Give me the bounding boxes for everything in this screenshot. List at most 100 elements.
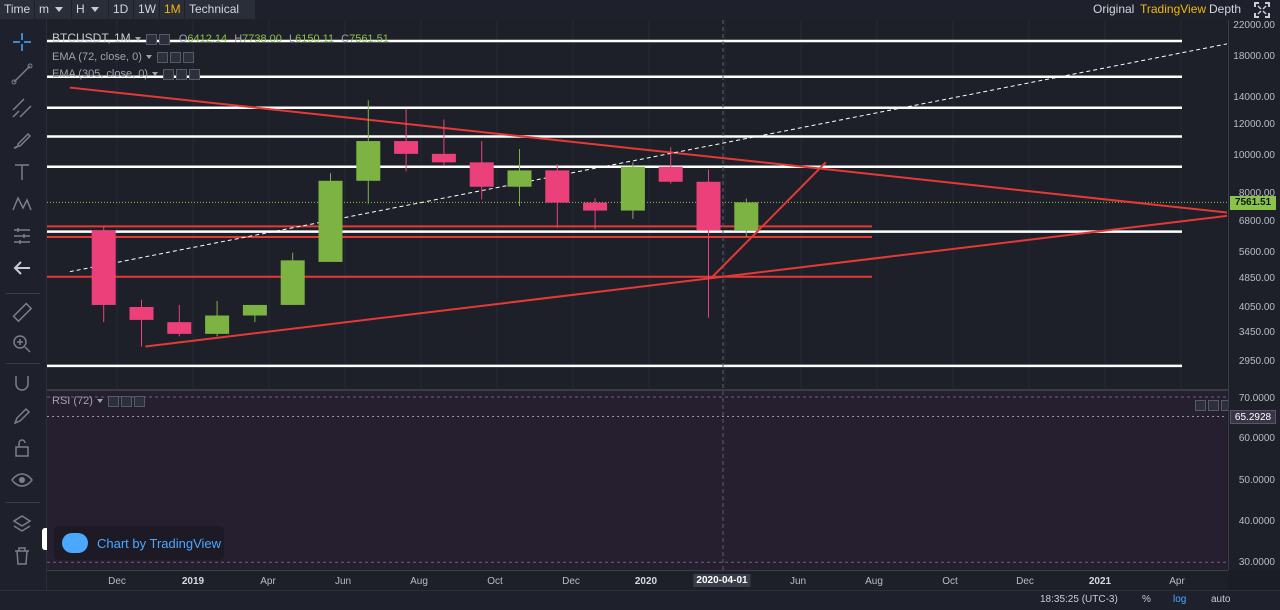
time-axis[interactable]: Dec 2019 Apr Jun Aug Oct Dec 2020 2020-0…	[47, 570, 1228, 591]
price-tick: 4850.00	[1238, 273, 1275, 284]
price-tick: 5600.00	[1238, 247, 1275, 258]
toolbar-divider	[6, 293, 40, 294]
tradingview-logo-icon	[62, 533, 88, 553]
eye-icon[interactable]	[10, 468, 34, 492]
chevron-down-icon[interactable]	[134, 37, 141, 42]
settings-icon[interactable]	[176, 68, 188, 80]
crosshair-time-label: 2020-04-01	[693, 574, 751, 587]
price-chart-svg	[47, 20, 1227, 389]
brush-icon[interactable]	[10, 128, 34, 152]
price-tick: 6800.00	[1238, 216, 1275, 227]
time-tick: Oct	[487, 576, 503, 587]
candle-body	[280, 260, 305, 305]
log-toggle[interactable]: log	[1173, 594, 1187, 605]
price-chart-pane[interactable]	[47, 20, 1227, 389]
close-icon[interactable]	[182, 51, 194, 63]
price-axis[interactable]: 22000.00 18000.00 14000.00 12000.00 1000…	[1228, 20, 1280, 570]
interval-1m[interactable]: 1M	[160, 0, 184, 19]
candle-body	[205, 315, 230, 334]
open-value: 6412.14	[187, 33, 228, 45]
trend-line	[145, 214, 1227, 348]
collapse-icon[interactable]	[1195, 400, 1206, 412]
settings-icon[interactable]	[145, 33, 157, 45]
arrow-left-icon[interactable]	[10, 256, 34, 280]
ema-72-legend[interactable]: EMA (72, close, 0)	[52, 51, 194, 63]
candle-body	[545, 170, 570, 203]
rsi-legend[interactable]: RSI (72)	[52, 395, 146, 407]
trend-line	[69, 86, 1227, 214]
minute-dropdown[interactable]: m	[35, 0, 71, 19]
trash-icon[interactable]	[10, 544, 34, 568]
close-icon[interactable]	[134, 395, 146, 407]
ruler-icon[interactable]	[10, 300, 34, 324]
auto-toggle[interactable]: auto	[1211, 594, 1231, 605]
status-bar: 18:35:25 (UTC-3) % log auto	[0, 590, 1280, 610]
parallel-channel-icon[interactable]	[10, 96, 34, 120]
ema-305-label: EMA (305, close, 0)	[52, 68, 148, 80]
hour-label: H	[76, 2, 85, 16]
price-tick: 14000.00	[1233, 92, 1275, 103]
chevron-down-icon[interactable]	[152, 72, 158, 77]
ema-72-label: EMA (72, close, 0)	[52, 51, 142, 63]
symbol-label[interactable]: BTCUSDT, 1M	[52, 31, 131, 45]
eye-icon[interactable]	[158, 33, 170, 45]
settings-icon[interactable]	[121, 395, 133, 407]
eye-icon[interactable]	[163, 68, 175, 80]
layers-icon[interactable]	[10, 512, 34, 536]
candle-body	[167, 322, 192, 334]
percent-toggle[interactable]: %	[1142, 594, 1151, 605]
candle-body	[431, 153, 456, 163]
close-value: 7561.51	[349, 33, 389, 45]
time-label[interactable]: Time	[0, 0, 34, 19]
settings-icon[interactable]	[169, 51, 181, 63]
current-price-badge: 7561.51	[1230, 196, 1276, 210]
candle-body	[620, 166, 645, 211]
rsi-tick: 50.0000	[1238, 475, 1275, 486]
candle-body	[658, 166, 683, 182]
technical-indicators-button[interactable]: Technical Ind	[185, 0, 255, 35]
move-up-icon[interactable]	[1208, 400, 1219, 412]
candle-body	[734, 202, 759, 230]
rsi-chart-svg	[47, 391, 1227, 570]
hour-dropdown[interactable]: H	[72, 0, 108, 19]
view-tradingview[interactable]: TradingView	[1140, 2, 1207, 16]
candle-body	[242, 304, 267, 316]
tradingview-watermark[interactable]: Chart by TradingView	[54, 526, 224, 560]
candle-body	[129, 307, 154, 320]
clock-label[interactable]: 18:35:25 (UTC-3)	[1040, 594, 1118, 605]
candle-body	[356, 141, 381, 181]
current-rsi-badge: 65.2928	[1230, 410, 1276, 424]
fullscreen-icon[interactable]	[1254, 2, 1270, 18]
chevron-down-icon[interactable]	[145, 55, 152, 60]
zoom-in-icon[interactable]	[10, 332, 34, 356]
time-tick: Apr	[1169, 576, 1185, 587]
rsi-pane[interactable]	[47, 391, 1227, 570]
eye-icon[interactable]	[156, 51, 168, 63]
interval-1d[interactable]: 1D	[109, 0, 133, 19]
rsi-pane-controls	[1193, 397, 1232, 415]
text-tool-icon[interactable]	[10, 160, 34, 184]
pattern-icon[interactable]	[10, 192, 34, 216]
time-tick: Apr	[260, 576, 276, 587]
lock-icon[interactable]	[10, 436, 34, 460]
price-tick: 10000.00	[1233, 150, 1275, 161]
pane-divider[interactable]	[47, 389, 1280, 391]
crosshair-icon[interactable]	[10, 30, 34, 54]
interval-1w[interactable]: 1W	[134, 0, 159, 19]
trend-line-icon[interactable]	[10, 62, 34, 86]
candle-body	[696, 181, 721, 231]
close-icon[interactable]	[189, 68, 201, 80]
ema-305-legend[interactable]: EMA (305, close, 0)	[52, 68, 201, 80]
magnet-icon[interactable]	[10, 372, 34, 396]
view-depth[interactable]: Depth	[1209, 2, 1242, 16]
measure-icon[interactable]	[10, 224, 34, 248]
price-tick: 8000.00	[1238, 188, 1275, 199]
eye-icon[interactable]	[108, 395, 120, 407]
view-original[interactable]: Original	[1093, 2, 1135, 16]
pane-resize-handle[interactable]	[42, 528, 50, 550]
time-tick-year: 2019	[181, 576, 205, 587]
rsi-label: RSI (72)	[52, 395, 93, 407]
low-value: 6150.11	[295, 33, 335, 45]
pencil-lock-icon[interactable]	[10, 404, 34, 428]
chevron-down-icon[interactable]	[96, 399, 103, 404]
